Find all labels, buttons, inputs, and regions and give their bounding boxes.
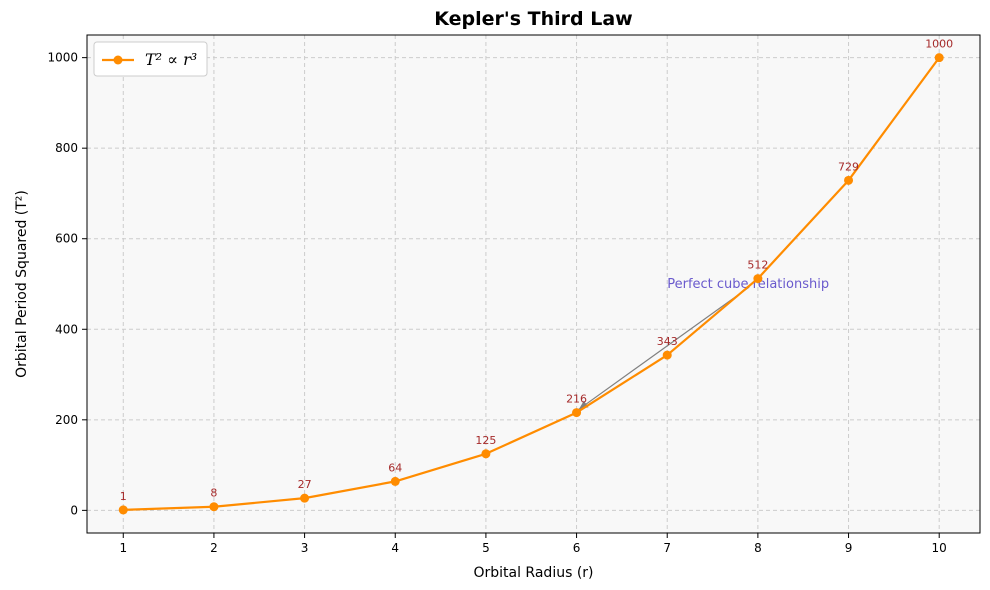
x-tick-label: 7 [663,541,671,555]
series-layer [118,53,944,515]
x-tick-label: 10 [932,541,947,555]
y-axis-title: Orbital Period Squared (T²) [14,190,30,378]
data-point [118,505,128,515]
series-line [123,56,941,512]
data-label: 1000 [925,38,953,51]
legend-entry-label: T² ∝ r³ [145,50,197,69]
data-point [572,408,582,418]
data-point [844,175,854,185]
x-tick-label: 8 [754,541,762,555]
x-tick-label: 1 [119,541,127,555]
grid [87,35,980,533]
y-tick-label: 400 [55,322,78,336]
x-tick-label: 5 [482,541,490,555]
legend-box [93,41,208,77]
legend-marker-swatch [113,55,123,65]
data-point [300,493,310,503]
data-label: 27 [298,478,312,491]
data-label: 729 [838,160,859,173]
annotation-text: Perfect cube relationship [667,277,829,292]
data-point [662,350,672,360]
y-tick-label: 0 [70,503,78,517]
x-tick-label: 6 [573,541,581,555]
y-tick-label: 600 [55,232,78,246]
chart-title: Kepler's Third Law [434,8,632,30]
axes-frame [86,34,981,534]
x-tick-label: 3 [301,541,309,555]
y-tick-label: 1000 [47,51,78,65]
data-label: 1 [120,490,127,503]
data-label: 512 [747,259,768,272]
data-point [209,502,219,512]
data-label: 125 [475,434,496,447]
data-label: 64 [388,461,402,474]
plot-area [87,35,980,533]
data-point [934,53,944,63]
data-label: 8 [210,487,217,500]
x-axis-title: Orbital Radius (r) [473,565,593,581]
x-tick-label: 4 [391,541,399,555]
data-point [481,449,491,459]
y-axis-ticks: 0 200 400 600 800 1000 [47,51,87,517]
x-axis-ticks: 1 2 3 4 5 6 7 8 9 10 [119,533,947,555]
data-label: 343 [657,335,678,348]
legend: T² ∝ r³ [93,41,208,77]
x-tick-label: 9 [845,541,853,555]
data-point [753,274,763,284]
data-label: 216 [566,393,587,406]
annotation-arrow [578,286,750,410]
annotation: Perfect cube relationship [578,277,829,410]
data-point [390,476,400,486]
x-tick-label: 2 [210,541,218,555]
data-labels: 1 8 27 64 125 216 343 512 729 1000 [120,38,953,503]
y-tick-label: 800 [55,141,78,155]
axes [86,34,981,534]
y-tick-label: 200 [55,413,78,427]
